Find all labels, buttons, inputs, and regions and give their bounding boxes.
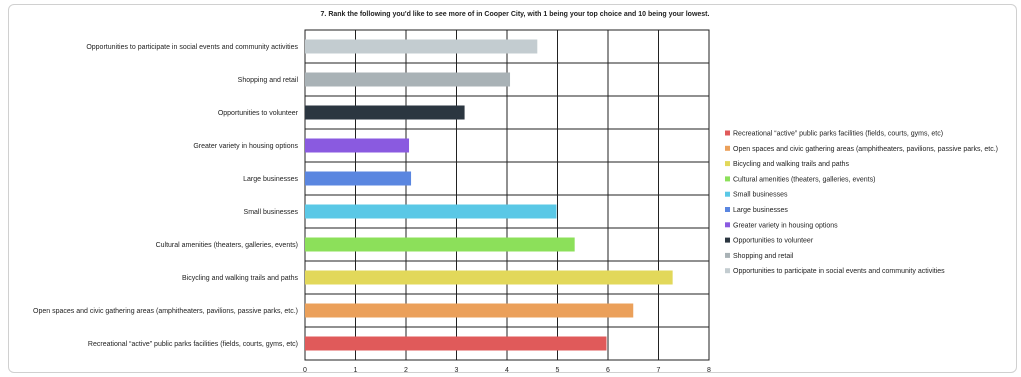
tick-label: 8: [707, 367, 711, 374]
tick-label: 3: [455, 367, 459, 374]
legend-swatch: [725, 237, 730, 243]
chart-frame: [8, 4, 1017, 373]
category-label: Opportunities to participate in social e…: [86, 44, 298, 51]
legend-item: Shopping and retail: [733, 253, 794, 260]
category-label: Recreational “active” public parks facil…: [88, 341, 298, 348]
category-label: Opportunities to volunteer: [218, 110, 299, 117]
chart-legend: Recreational “active” public parks facil…: [725, 130, 998, 275]
tick-label: 4: [505, 367, 509, 374]
category-label: Greater variety in housing options: [193, 143, 298, 150]
bar: [305, 303, 634, 318]
bar: [305, 72, 511, 87]
x-axis-ticks: 0 1 2 3 4 5 6 7 8: [303, 367, 711, 374]
legend-swatch: [725, 145, 730, 151]
bar: [305, 270, 673, 285]
tick-label: 2: [404, 367, 408, 374]
legend-item: Large businesses: [733, 207, 788, 214]
legend-item: Small businesses: [733, 192, 788, 199]
legend-item: Greater variety in housing options: [733, 222, 838, 229]
bar: [305, 204, 557, 219]
category-label: Bicycling and walking trails and paths: [182, 275, 298, 282]
bar: [305, 39, 538, 54]
category-labels: Recreational “active” public parks facil…: [33, 44, 299, 348]
bar: [305, 336, 607, 351]
category-label: Large businesses: [243, 176, 298, 183]
chart-title: 7. Rank the following you'd like to see …: [321, 11, 710, 18]
chart-bars: [305, 39, 673, 351]
legend-swatch: [725, 222, 730, 228]
bar: [305, 237, 575, 252]
legend-swatch: [725, 207, 730, 212]
legend-swatch: [725, 268, 730, 274]
legend-item: Cultural amenities (theaters, galleries,…: [733, 176, 875, 183]
category-label: Shopping and retail: [238, 77, 299, 84]
category-label: Cultural amenities (theaters, galleries,…: [156, 242, 298, 249]
tick-label: 1: [354, 367, 358, 374]
category-label: Small businesses: [244, 209, 299, 216]
tick-label: 5: [556, 367, 560, 374]
legend-swatch: [725, 130, 730, 136]
bar: [305, 171, 412, 186]
legend-item: Open spaces and civic gathering areas (a…: [733, 146, 998, 153]
legend-item: Opportunities to volunteer: [733, 238, 814, 245]
legend-item: Opportunities to participate in social e…: [733, 268, 945, 275]
tick-label: 7: [657, 367, 661, 374]
chart-grid: [304, 29, 710, 361]
bar: [305, 138, 410, 153]
legend-swatch: [725, 191, 730, 197]
tick-label: 6: [606, 367, 610, 374]
legend-swatch: [725, 161, 730, 167]
tick-label: 0: [303, 367, 307, 374]
bar: [305, 105, 465, 120]
category-label: Open spaces and civic gathering areas (a…: [33, 308, 298, 315]
legend-item: Recreational “active” public parks facil…: [733, 131, 943, 138]
legend-swatch: [725, 176, 730, 182]
legend-item: Bicycling and walking trails and paths: [733, 161, 849, 168]
legend-swatch: [725, 252, 730, 258]
